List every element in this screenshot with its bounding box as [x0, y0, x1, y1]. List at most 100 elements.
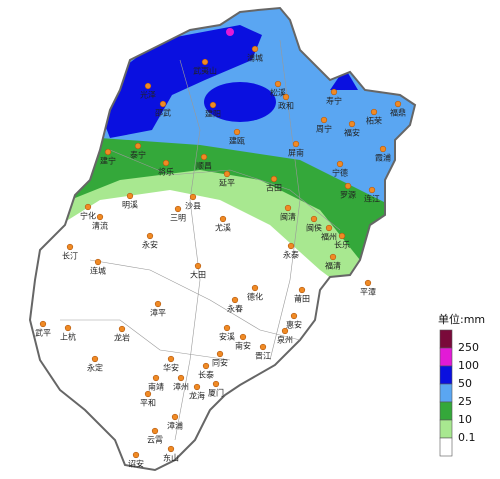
- city-label: 南靖: [148, 382, 164, 392]
- city-dot: [152, 374, 160, 382]
- city-label: 南安: [235, 341, 251, 351]
- city-label: 古田: [266, 183, 282, 193]
- city-dot: [239, 333, 247, 341]
- city-dot: [118, 325, 126, 333]
- city-label: 清流: [92, 221, 108, 231]
- city-label: 尤溪: [215, 223, 231, 233]
- city-dot: [270, 175, 278, 183]
- city-label: 延平: [219, 178, 235, 188]
- city-dot: [84, 203, 92, 211]
- city-label: 明溪: [122, 200, 138, 210]
- city-label: 松溪: [270, 88, 286, 98]
- legend-label: 50: [458, 377, 472, 390]
- city-dot: [259, 343, 267, 351]
- city-label: 三明: [170, 214, 186, 223]
- city-label: 莆田: [294, 294, 310, 304]
- city-dot: [189, 193, 197, 201]
- city-label: 闽清: [280, 212, 296, 222]
- legend-swatch: [439, 437, 453, 457]
- legend-swatch: [439, 401, 453, 421]
- city-dot: [320, 116, 328, 124]
- city-dot: [251, 284, 259, 292]
- city-label: 武平: [35, 328, 51, 338]
- city-dot: [287, 242, 295, 250]
- city-label: 武夷山: [193, 66, 217, 76]
- area-magenta: [226, 28, 234, 36]
- city-dot: [370, 108, 378, 116]
- city-dot: [144, 390, 152, 398]
- legend-swatch: [439, 383, 453, 403]
- city-dot: [223, 170, 231, 178]
- city-label: 连城: [90, 266, 106, 276]
- city-label: 柘荣: [366, 116, 382, 126]
- city-label: 泉州: [277, 335, 293, 345]
- city-label: 建阳: [205, 109, 221, 119]
- city-dot: [219, 215, 227, 223]
- city-dot: [282, 93, 290, 101]
- legend-label: 100: [458, 359, 479, 372]
- city-dot: [132, 451, 140, 459]
- city-label: 浦城: [247, 53, 263, 63]
- city-label: 将乐: [158, 167, 174, 177]
- city-dot: [194, 262, 202, 270]
- city-dot: [274, 80, 282, 88]
- city-label: 连江: [364, 194, 380, 204]
- city-dot: [292, 140, 300, 148]
- city-dot: [233, 128, 241, 136]
- city-label: 罗源: [340, 191, 356, 200]
- city-dot: [202, 362, 210, 370]
- city-dot: [344, 182, 352, 190]
- city-dot: [167, 445, 175, 453]
- city-dot: [174, 205, 182, 213]
- city-dot: [104, 148, 112, 156]
- city-label: 顺昌: [196, 162, 212, 171]
- city-dot: [201, 58, 209, 66]
- city-label: 东山: [163, 453, 179, 463]
- city-dot: [394, 100, 402, 108]
- city-label: 建瓯: [229, 136, 245, 146]
- city-dot: [209, 101, 217, 109]
- city-dot: [171, 413, 179, 421]
- county-borders: [60, 39, 341, 441]
- city-label: 政和: [278, 101, 294, 111]
- city-dot: [348, 120, 356, 128]
- city-label: 厦门: [208, 388, 224, 398]
- city-label: 龙岩: [114, 333, 130, 343]
- city-label: 龙海: [189, 391, 205, 401]
- city-label: 大田: [190, 270, 206, 280]
- city-dot: [91, 355, 99, 363]
- city-label: 闽侯: [306, 224, 322, 233]
- city-dot: [39, 320, 47, 328]
- city-label: 上杭: [60, 332, 76, 342]
- city-label: 诏安: [128, 459, 144, 469]
- city-label: 长泰: [198, 370, 214, 380]
- city-label: 德化: [247, 292, 263, 302]
- city-dot: [216, 350, 224, 358]
- legend-label: 0.1: [458, 431, 476, 444]
- legend-swatch: [439, 329, 453, 349]
- city-dot: [193, 383, 201, 391]
- city-dot: [368, 186, 376, 194]
- city-label: 平潭: [360, 288, 376, 297]
- city-label: 长乐: [334, 240, 350, 250]
- city-dot: [200, 153, 208, 161]
- city-label: 漳浦: [167, 421, 183, 431]
- city-label: 永定: [87, 363, 103, 373]
- city-dot: [126, 192, 134, 200]
- legend-swatch: [439, 365, 453, 385]
- legend-label: 10: [458, 413, 472, 426]
- city-label: 建宁: [100, 156, 116, 166]
- city-dot: [167, 355, 175, 363]
- city-label: 福清: [325, 261, 341, 271]
- city-dot: [290, 312, 298, 320]
- city-label: 永泰: [283, 250, 299, 260]
- city-dot: [284, 204, 292, 212]
- city-dot: [162, 159, 170, 167]
- city-dot: [151, 427, 159, 435]
- city-label: 宁德: [332, 168, 348, 178]
- city-dot: [251, 45, 259, 53]
- city-dot: [223, 324, 231, 332]
- legend-swatch: [439, 347, 453, 367]
